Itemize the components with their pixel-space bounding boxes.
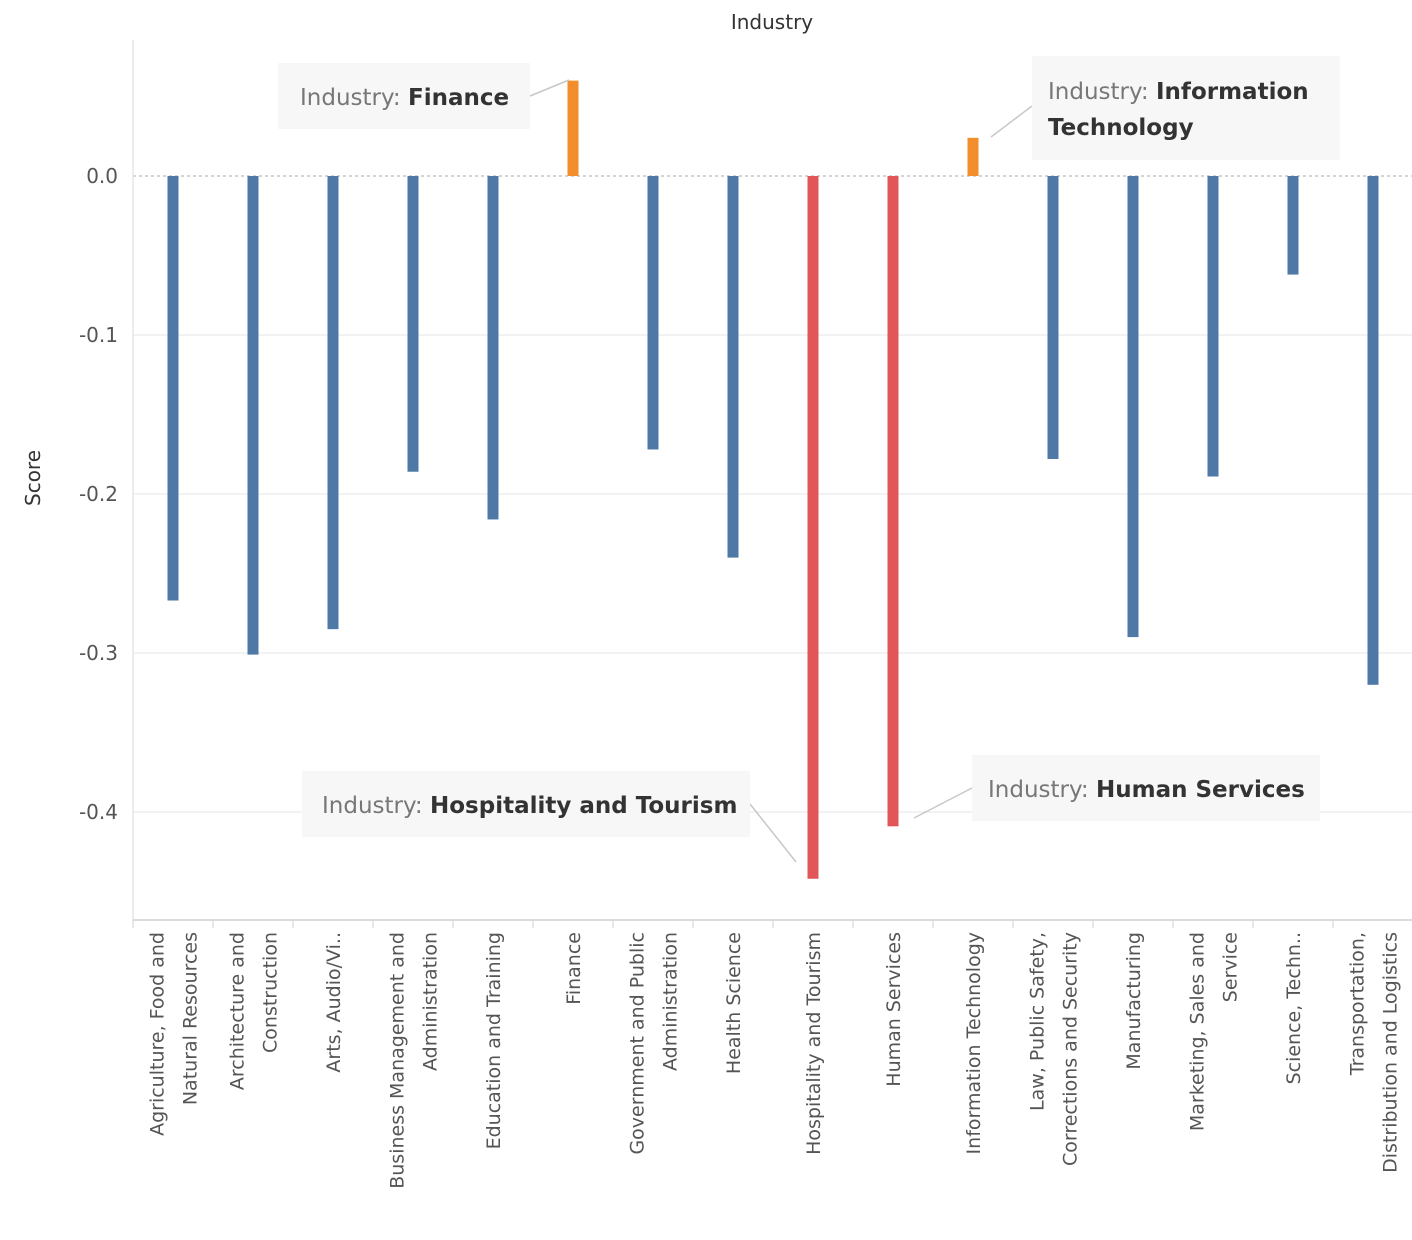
bar[interactable] xyxy=(967,137,979,176)
annotation-text: Industry: Information xyxy=(1048,79,1309,105)
x-tick-label: Government and Public xyxy=(627,932,649,1155)
bar[interactable] xyxy=(247,176,259,655)
annotation-leader xyxy=(990,105,1033,138)
x-tick-label: Construction xyxy=(260,932,282,1053)
annotation-callout: Industry: Hospitality and Tourism xyxy=(302,771,797,863)
bar[interactable] xyxy=(487,176,499,520)
annotation-leader xyxy=(529,79,570,97)
annotation-leader xyxy=(913,787,973,819)
gridlines xyxy=(133,175,1412,813)
x-tick-label: Architecture and xyxy=(227,932,249,1090)
annotation-callout: Industry: Human Services xyxy=(913,755,1320,821)
x-tick-label: Arts, Audio/Vi.. xyxy=(323,932,345,1073)
annotation-box xyxy=(972,755,1320,821)
annotation-text: Industry: Human Services xyxy=(988,777,1305,803)
bar[interactable] xyxy=(1207,176,1219,477)
x-tick-label: Law, Public Safety, xyxy=(1027,932,1049,1111)
annotation-box xyxy=(1032,56,1340,160)
annotation-text: Industry: Finance xyxy=(300,85,509,111)
bar[interactable] xyxy=(167,176,179,601)
annotation-leader xyxy=(749,803,797,863)
x-tick-label: Distribution and Logistics xyxy=(1380,932,1402,1173)
x-tick-label: Service xyxy=(1220,932,1242,1002)
bar[interactable] xyxy=(567,80,579,176)
x-tick-label: Administration xyxy=(660,932,682,1071)
y-axis-label: Score xyxy=(21,450,45,506)
y-tick-label: -0.1 xyxy=(79,323,118,347)
bar[interactable] xyxy=(327,176,339,630)
x-axis-labels: Agriculture, Food and Natural Resources Ar… xyxy=(147,932,1402,1189)
bar[interactable] xyxy=(1047,176,1059,460)
y-tick-label: -0.2 xyxy=(79,482,118,506)
bar[interactable] xyxy=(1127,176,1139,638)
annotation-text: Technology xyxy=(1048,115,1194,141)
bars xyxy=(167,80,1379,879)
x-tick-label: Agriculture, Food and xyxy=(147,932,169,1136)
annotation-box xyxy=(302,771,750,837)
bar[interactable] xyxy=(1287,176,1299,275)
x-tick-label: Marketing, Sales and xyxy=(1187,932,1209,1131)
annotation-box xyxy=(278,63,530,129)
axes xyxy=(132,40,1412,928)
x-tick-label: Information Technology xyxy=(963,932,985,1154)
y-tick-label: 0.0 xyxy=(86,164,118,188)
bar[interactable] xyxy=(727,176,739,558)
y-axis-ticks: 0.0 -0.1 -0.2 -0.3 -0.4 xyxy=(79,164,118,824)
bar[interactable] xyxy=(407,176,419,472)
annotations: Industry: Finance Industry: Information Te… xyxy=(278,56,1340,863)
x-tick-label: Education and Training xyxy=(483,932,505,1149)
bar[interactable] xyxy=(887,176,899,827)
bar[interactable] xyxy=(1367,176,1379,685)
bar[interactable] xyxy=(647,176,659,450)
annotation-callout: Industry: Information Technology xyxy=(990,56,1340,160)
annotation-callout: Industry: Finance xyxy=(278,63,570,129)
x-tick-label: Health Science xyxy=(723,932,745,1074)
x-tick-label: Manufacturing xyxy=(1123,932,1145,1070)
x-tick-label: Administration xyxy=(420,932,442,1071)
x-tick-label: Business Management and xyxy=(387,932,409,1189)
y-tick-label: -0.4 xyxy=(79,800,118,824)
x-tick-label: Human Services xyxy=(883,932,905,1087)
x-tick-label: Corrections and Security xyxy=(1060,932,1082,1166)
x-tick-label: Hospitality and Tourism xyxy=(803,932,825,1155)
annotation-text: Industry: Hospitality and Tourism xyxy=(322,793,737,819)
bar[interactable] xyxy=(807,176,819,879)
x-tick-label: Science, Techn.. xyxy=(1283,932,1305,1084)
x-tick-label: Transportation, xyxy=(1347,932,1369,1076)
y-tick-label: -0.3 xyxy=(79,641,118,665)
x-tick-label: Finance xyxy=(563,932,585,1005)
x-tick-label: Natural Resources xyxy=(180,932,202,1105)
chart-title: Industry xyxy=(731,10,813,34)
